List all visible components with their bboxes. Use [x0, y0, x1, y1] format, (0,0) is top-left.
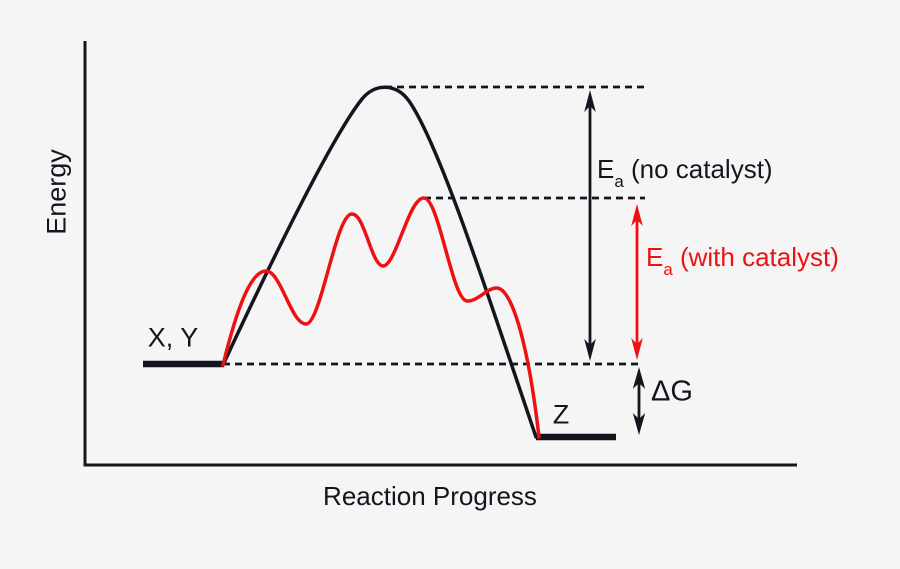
- ea-no-catalyst-arrowhead-bottom: [584, 339, 596, 361]
- ea-no-catalyst-arrow: [584, 90, 596, 361]
- delta-g-arrow: [632, 367, 646, 435]
- reactants-label: X, Y: [147, 322, 199, 353]
- catalyzed-curve: [221, 196, 541, 439]
- uncatalyzed-curve: [221, 85, 538, 439]
- ea-with-catalyst-text: (with catalyst): [672, 242, 839, 272]
- x-axis-label: Reaction Progress: [323, 481, 537, 511]
- ea-subscript: a: [614, 172, 624, 192]
- ea-subscript: a: [663, 260, 673, 280]
- ea-no-catalyst-arrowhead-top: [584, 90, 596, 112]
- ea-symbol: E: [646, 242, 664, 272]
- ea-with-catalyst-arrowhead-bottom: [631, 338, 643, 360]
- products-label: Z: [552, 399, 570, 430]
- delta-g-label: ΔG: [651, 375, 693, 408]
- ea-with-catalyst-arrow: [631, 204, 643, 360]
- ea-no-catalyst-label: Ea (no catalyst): [597, 154, 773, 190]
- delta-g-arrowhead-bottom: [632, 413, 646, 435]
- ea-with-catalyst-arrowhead-top: [631, 204, 643, 226]
- ea-with-catalyst-label: Ea (with catalyst): [646, 242, 839, 278]
- y-axis-label: Energy: [41, 149, 72, 235]
- delta-g-arrowhead-top: [632, 367, 646, 389]
- ea-symbol: E: [597, 154, 615, 184]
- ea-no-catalyst-text: (no catalyst): [623, 154, 773, 184]
